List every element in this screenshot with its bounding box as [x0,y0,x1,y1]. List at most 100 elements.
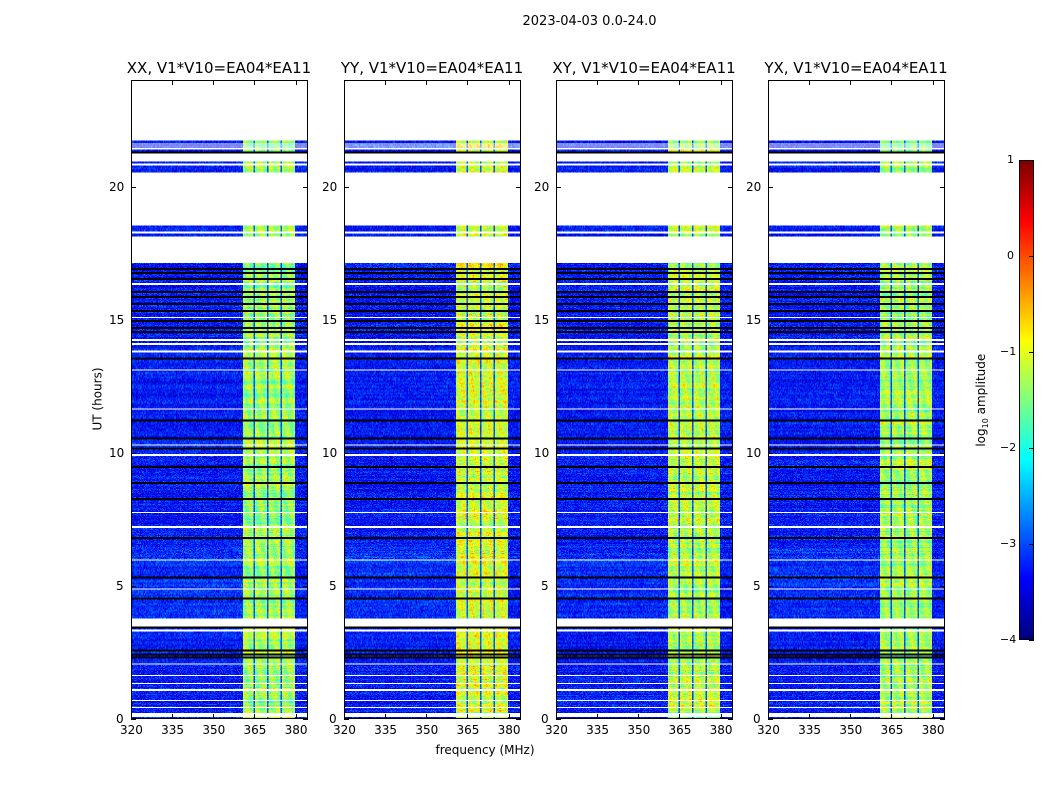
y-tick [131,319,136,321]
x-tick-label: 335 [374,723,398,737]
x-tick-label: 380 [709,723,733,737]
colorbar-tick-label: −2 [1000,441,1017,454]
x-axis-label: frequency (MHz) [435,743,535,757]
y-tick-label: 10 [746,445,762,460]
colorbar-tick [1029,160,1034,161]
y-axis-label: UT (hours) [90,367,105,431]
x-tick-label: 335 [798,723,822,737]
x-tick-label: 320 [333,723,356,737]
x-tick-label: 350 [202,723,226,737]
y-tick [303,452,308,454]
panel-title: XX, V1*V10=EA04*EA11 [126,59,312,77]
y-tick [556,585,561,587]
x-tick-label: 380 [284,723,308,737]
x-tick [508,714,510,719]
y-tick [556,319,561,321]
y-tick-label: 10 [109,445,125,460]
y-tick-label: 0 [541,712,549,726]
colorbar-tick-label: −3 [1000,537,1017,550]
colorbar-tick [1029,352,1034,353]
x-tick [679,714,681,719]
x-tick [850,714,852,719]
colorbar-tick-label: 1 [1007,153,1014,166]
spectrogram-panel [768,80,945,719]
y-tick-label: 5 [116,578,124,593]
y-tick-label: 0 [116,712,124,726]
y-tick [728,585,733,587]
x-tick [720,80,722,85]
x-tick [720,714,722,719]
x-tick [295,714,297,719]
x-tick [131,714,132,719]
colorbar-tick-label: −1 [1000,345,1017,358]
colorbar-tick [1029,448,1034,449]
colorbar-tick [1029,544,1034,545]
spectrogram-image [345,81,520,718]
y-tick-label: 10 [534,445,550,460]
x-tick [638,714,640,719]
y-tick-label: 0 [753,712,761,726]
y-tick [131,719,136,720]
spectrogram-panel [556,80,733,719]
x-tick [891,714,893,719]
colorbar-label: log10 amplitude [973,353,991,447]
y-tick-label: 15 [534,312,550,327]
y-tick [556,186,561,188]
x-tick [932,714,934,719]
x-tick [295,80,297,85]
x-tick-label: 320 [757,723,780,737]
x-tick [172,714,174,719]
y-tick [556,452,561,454]
spectrogram-image [132,81,307,718]
x-tick [467,714,469,719]
y-tick-label: 15 [109,312,125,327]
x-tick [768,714,769,719]
spectrogram-image [557,81,732,718]
y-tick [344,319,349,321]
y-tick-label: 5 [753,578,761,593]
y-tick [728,452,733,454]
y-tick [768,319,773,321]
x-tick [809,714,811,719]
x-tick [385,714,387,719]
x-tick-label: 320 [545,723,568,737]
x-tick [809,80,811,85]
y-tick [131,186,136,188]
x-tick [556,714,557,719]
x-tick-label: 320 [120,723,143,737]
y-tick [768,719,773,720]
y-tick-label: 15 [746,312,762,327]
x-tick [385,80,387,85]
x-tick [213,714,215,719]
x-tick-label: 350 [627,723,651,737]
y-tick [344,585,349,587]
x-tick-label: 365 [456,723,480,737]
y-tick [131,585,136,587]
x-tick-label: 335 [586,723,610,737]
figure-title: 2023-04-03 0.0-24.0 [522,14,657,29]
y-tick-label: 20 [322,179,338,194]
x-tick [172,80,174,85]
x-tick [932,80,934,85]
y-tick [303,319,308,321]
x-tick-label: 350 [839,723,863,737]
x-tick-label: 365 [880,723,904,737]
y-tick-label: 20 [109,179,125,194]
y-tick [516,719,521,720]
x-tick [679,80,681,85]
x-tick-label: 365 [668,723,692,737]
panel-title: YY, V1*V10=EA04*EA11 [340,59,524,77]
y-tick [516,319,521,321]
y-tick [940,319,945,321]
panel-title: YX, V1*V10=EA04*EA11 [764,59,948,77]
colorbar-tick [1029,640,1034,641]
x-tick [254,714,256,719]
x-tick-label: 350 [415,723,439,737]
y-tick-label: 10 [322,445,338,460]
y-tick [516,585,521,587]
x-tick [597,80,599,85]
x-tick-label: 335 [161,723,185,737]
y-tick-label: 0 [329,712,337,726]
y-tick [728,186,733,188]
spectrogram-panel [344,80,521,719]
